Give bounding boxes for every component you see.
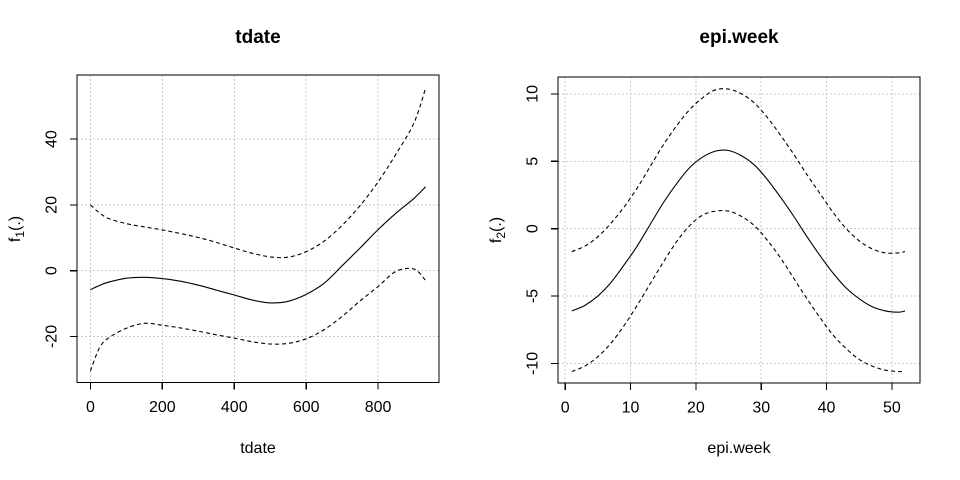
y-tick-label: -20 bbox=[44, 325, 61, 348]
plot-title-epiweek: epi.week bbox=[699, 27, 779, 48]
plot-title-tdate: tdate bbox=[235, 27, 281, 48]
plot-box bbox=[557, 76, 921, 384]
ylabel-base: f bbox=[6, 237, 24, 243]
x-tick-label: 10 bbox=[622, 400, 640, 417]
plot-box bbox=[76, 74, 440, 384]
x-tick-label: 40 bbox=[818, 400, 836, 417]
x-tick-label: 600 bbox=[293, 399, 320, 416]
x-tick-label: 800 bbox=[365, 399, 392, 416]
ylabel-rest: (.) bbox=[6, 215, 24, 231]
y-axis-label-f2: f2(.) bbox=[488, 217, 508, 243]
ylabel-subscript: 1 bbox=[13, 230, 28, 238]
ylabel-rest: (.) bbox=[487, 216, 505, 232]
y-tick-label: -5 bbox=[525, 289, 542, 303]
y-tick-label: -10 bbox=[525, 352, 542, 375]
y-tick-label: 0 bbox=[44, 266, 61, 275]
curve-lower-ci bbox=[89, 267, 427, 372]
y-axis-label-f1: f1(.) bbox=[7, 216, 27, 242]
curve-upper-ci bbox=[90, 88, 427, 259]
curve-upper-ci bbox=[571, 88, 906, 254]
x-axis-label-tdate: tdate bbox=[240, 440, 276, 457]
y-tick-label: 0 bbox=[525, 224, 542, 233]
y-tick-label: 10 bbox=[525, 85, 542, 103]
curve-fit bbox=[571, 149, 906, 313]
x-tick-label: 30 bbox=[752, 400, 770, 417]
curve-lower-ci bbox=[571, 209, 906, 373]
y-tick-label: 20 bbox=[44, 196, 61, 214]
x-tick-label: 20 bbox=[687, 400, 705, 417]
y-tick-label: 40 bbox=[44, 130, 61, 148]
y-tick-label: 5 bbox=[525, 157, 542, 166]
x-tick-label: 0 bbox=[86, 399, 95, 416]
ylabel-subscript: 2 bbox=[494, 231, 509, 239]
ylabel-base: f bbox=[487, 238, 505, 244]
x-tick-label: 50 bbox=[883, 400, 901, 417]
x-tick-label: 200 bbox=[149, 399, 176, 416]
x-tick-label: 0 bbox=[561, 400, 570, 417]
x-axis-label-epiweek: epi.week bbox=[707, 440, 771, 457]
curve-fit bbox=[90, 186, 426, 304]
x-tick-label: 400 bbox=[221, 399, 248, 416]
